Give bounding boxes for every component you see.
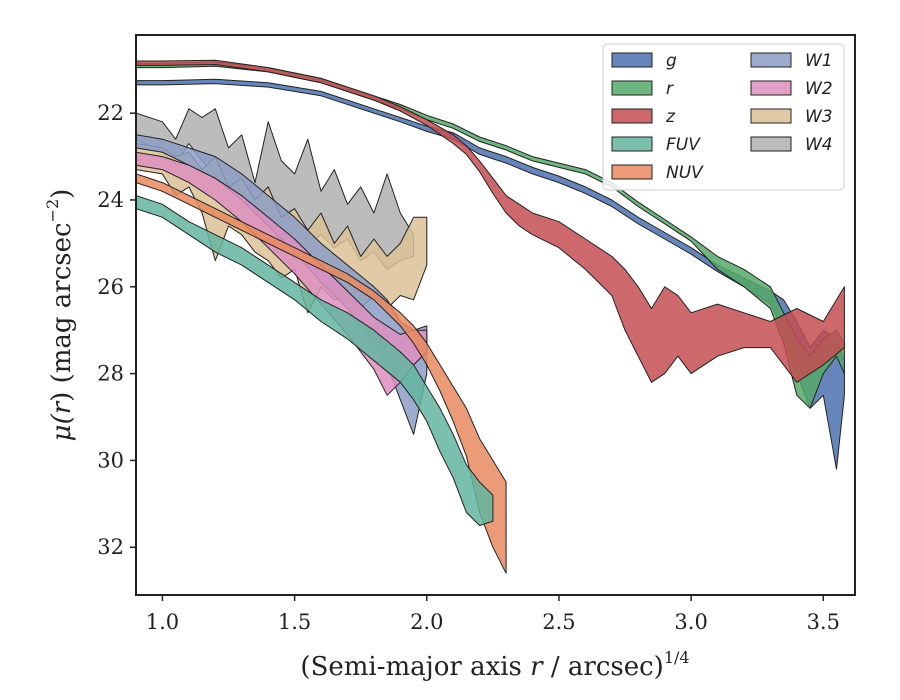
bands-layer (136, 59, 845, 574)
band-NUV (136, 173, 507, 574)
legend-label-z: z (665, 107, 676, 127)
x-ticks: 1.0 1.5 2.0 2.5 3.0 3.5 (146, 595, 840, 634)
x-axis-label: (Semi-major axis r / arcsec)1/4 (300, 648, 689, 682)
legend-swatch-z (611, 108, 653, 124)
legend-label-NUV: NUV (666, 163, 704, 183)
x-tick-label: 1.0 (146, 610, 179, 634)
y-tick-label: 28 (97, 362, 124, 386)
legend-swatch-g (611, 52, 653, 68)
legend-label-g: g (666, 51, 677, 71)
x-tick-label: 3.5 (807, 610, 840, 634)
x-tick-label: 3.0 (674, 610, 707, 634)
legend-label-r: r (666, 79, 674, 99)
x-tick-label: 2.5 (542, 610, 575, 634)
legend-label-W1: W1 (805, 51, 833, 71)
legend-swatch-FUV (611, 136, 653, 152)
band-FUV (136, 195, 494, 526)
band-r (136, 61, 845, 409)
legend-swatch-W4 (750, 136, 792, 152)
x-tick-label: 1.5 (278, 610, 311, 634)
legend-swatch-NUV (611, 164, 653, 180)
legend-swatch-W3 (750, 108, 792, 124)
y-tick-label: 26 (97, 275, 124, 299)
legend-label-FUV: FUV (666, 135, 701, 155)
y-tick-label: 24 (97, 188, 124, 212)
legend-swatch-r (611, 80, 653, 96)
legend: grz FUV NUV W1 W2 W3 W4 (602, 43, 845, 191)
y-tick-label: 32 (97, 535, 124, 559)
y-tick-label: 22 (97, 101, 124, 125)
legend-swatch-W2 (750, 80, 792, 96)
band-z (136, 59, 845, 383)
legend-label-W3: W3 (805, 107, 833, 127)
legend-swatch-W1 (750, 52, 792, 68)
legend-label-W4: W4 (805, 135, 833, 155)
plot-frame (135, 34, 856, 596)
y-ticks: 22 24 26 28 30 32 (97, 101, 136, 559)
x-tick-label: 2.0 (410, 610, 443, 634)
y-axis-label: μ(r) (mag arcsec−2) (43, 189, 77, 442)
legend-label-W2: W2 (805, 79, 833, 99)
y-tick-label: 30 (97, 448, 124, 472)
